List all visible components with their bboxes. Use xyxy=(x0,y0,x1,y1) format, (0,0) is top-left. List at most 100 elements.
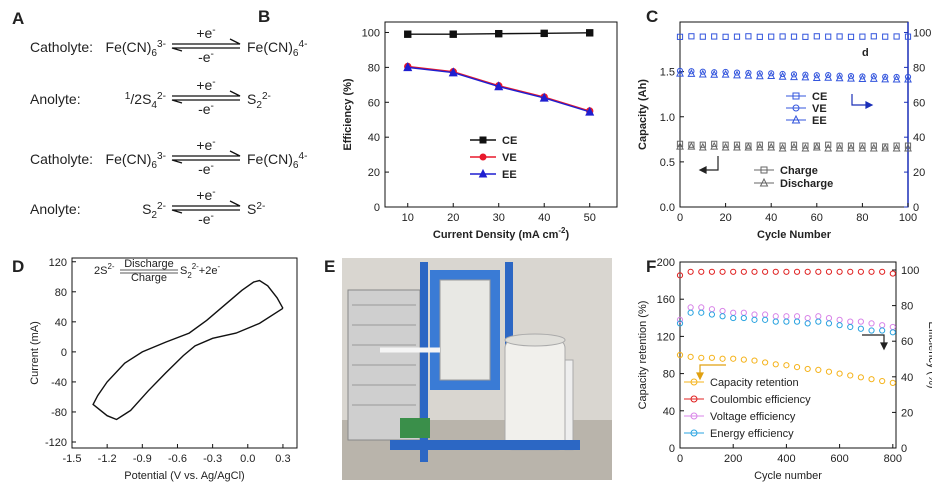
legend-label: VE xyxy=(502,152,517,164)
text-segment: 2- xyxy=(256,201,265,212)
marker xyxy=(904,142,912,149)
marker xyxy=(698,268,705,275)
marker xyxy=(879,268,886,275)
marker xyxy=(719,307,726,315)
x-tick-label: -1.2 xyxy=(98,453,117,465)
arrow xyxy=(172,150,241,157)
marker xyxy=(804,320,811,327)
y-tick-label: 20 xyxy=(368,167,380,179)
marker xyxy=(690,378,698,386)
arrow xyxy=(172,90,241,97)
marker xyxy=(778,71,787,80)
annotation-arrows xyxy=(696,94,888,381)
text-segment: - xyxy=(211,161,214,172)
y2-tick-label: 80 xyxy=(913,62,925,74)
x-tick-label: 10 xyxy=(402,212,414,224)
marker xyxy=(676,320,684,327)
marker xyxy=(730,355,737,362)
marker xyxy=(835,143,844,152)
marker xyxy=(708,354,716,361)
reactant: 1/2S42- xyxy=(125,91,166,111)
marker xyxy=(479,153,487,161)
text-segment: - xyxy=(212,77,215,88)
y2-tick-label: 100 xyxy=(901,265,919,277)
marker xyxy=(836,142,843,149)
panel-label: E xyxy=(324,257,335,276)
chart: F0 200 400 600 80004080120160200020406080100… xyxy=(637,257,932,482)
marker xyxy=(722,141,729,148)
text-segment: Current Density (mA cm xyxy=(433,229,559,241)
chart: C 0 20 40 60 80 100 0.0 0.5 1.0 1.5 0 20 40 60 80 100 Cyc… xyxy=(637,7,931,241)
marker xyxy=(889,379,896,386)
scheme-name: Anolyte: xyxy=(30,201,81,217)
annotation-right: S22-+2e- xyxy=(180,262,220,280)
marker xyxy=(847,33,855,40)
marker xyxy=(733,142,741,151)
text-segment: -e xyxy=(198,101,211,117)
arrow xyxy=(171,159,240,164)
panel-label: D xyxy=(12,257,24,276)
x-tick-label: -0.9 xyxy=(133,453,152,465)
marker xyxy=(585,106,595,116)
y-tick-label: 80 xyxy=(55,287,67,299)
marker xyxy=(868,376,875,383)
x-tick-label: 60 xyxy=(811,212,823,224)
marker xyxy=(733,70,741,79)
marker xyxy=(762,316,769,323)
y2-tick-label: 20 xyxy=(901,407,913,419)
x-tick-label: 0 xyxy=(677,212,683,224)
text-segment: Fe(CN) xyxy=(106,151,152,167)
y2-tick-label: 100 xyxy=(913,27,931,39)
marker xyxy=(835,73,844,82)
marker xyxy=(755,71,764,80)
product: Fe(CN)64- xyxy=(247,39,307,59)
text-segment: 2- xyxy=(262,91,271,102)
marker xyxy=(792,104,800,112)
text-segment: - xyxy=(212,137,215,148)
text-segment: 2- xyxy=(107,262,114,271)
y-tick-label: 40 xyxy=(55,317,67,329)
marker xyxy=(802,142,809,149)
marker xyxy=(687,69,696,77)
text-segment: 3- xyxy=(157,39,166,50)
y-tick-label: 0 xyxy=(61,347,67,359)
marker xyxy=(801,143,810,152)
marker xyxy=(733,141,741,148)
marker xyxy=(676,68,684,77)
arrow xyxy=(171,47,240,52)
marker xyxy=(698,304,705,311)
marker xyxy=(495,29,503,38)
reactant: Fe(CN)63- xyxy=(106,39,166,59)
legend-label: Discharge xyxy=(780,178,833,190)
marker xyxy=(857,268,864,275)
y-tick-label: 1.5 xyxy=(660,67,675,79)
marker xyxy=(889,323,896,331)
legend-label: Capacity retention xyxy=(710,377,799,389)
y-tick-label: 0 xyxy=(374,202,380,214)
marker xyxy=(904,33,912,40)
marker xyxy=(815,366,822,373)
arrow-bottom: -e- xyxy=(198,211,214,227)
marker xyxy=(869,74,878,82)
marker xyxy=(540,29,548,38)
text-segment: 2S xyxy=(94,265,107,277)
marker xyxy=(868,320,875,327)
marker xyxy=(711,33,718,40)
marker xyxy=(688,33,695,40)
y-tick-label: 100 xyxy=(362,27,380,39)
marker xyxy=(772,313,779,320)
marker xyxy=(812,73,821,81)
marker xyxy=(847,323,854,331)
marker xyxy=(479,136,487,144)
marker xyxy=(858,74,867,82)
marker xyxy=(859,142,866,149)
marker xyxy=(793,313,801,320)
marker xyxy=(760,166,768,174)
marker xyxy=(733,69,741,76)
marker xyxy=(688,68,695,75)
marker xyxy=(847,268,854,275)
marker xyxy=(768,141,775,148)
marker xyxy=(868,327,875,334)
marker xyxy=(857,325,864,332)
